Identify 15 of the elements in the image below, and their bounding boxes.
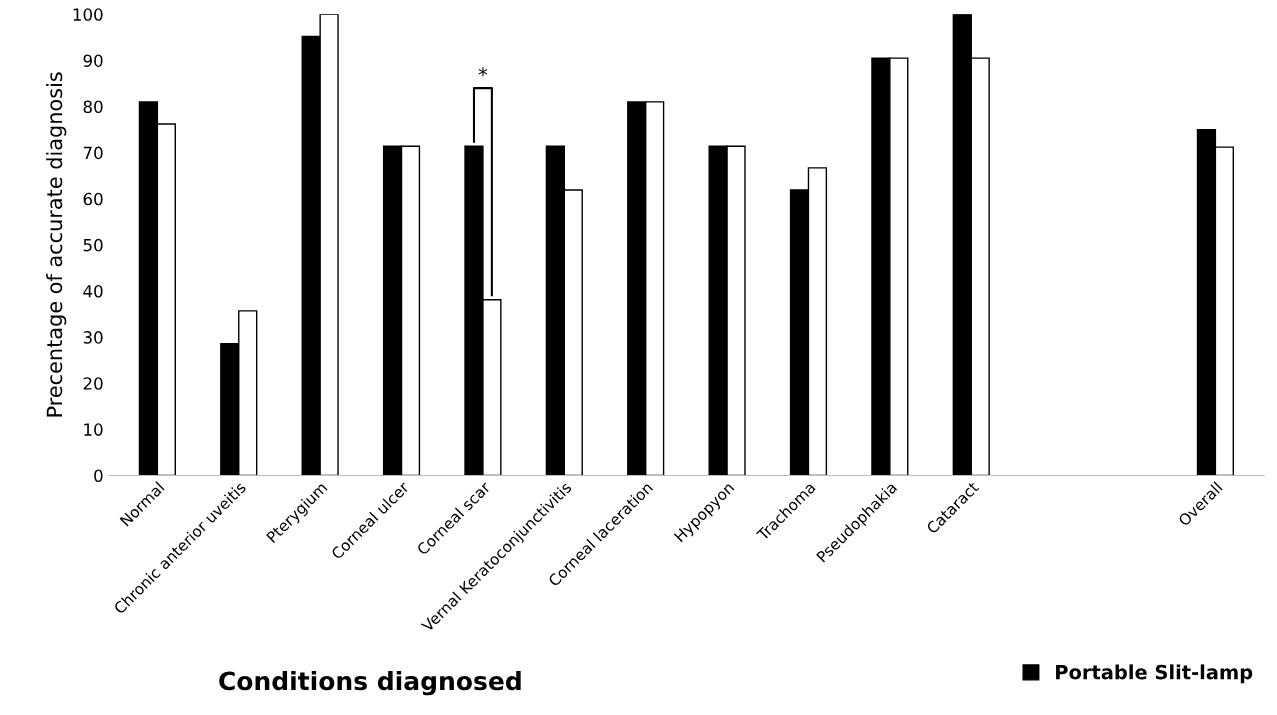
y-tick-label: 80 [83,100,103,114]
x-axis-title: Conditions diagnosed [219,670,521,696]
y-axis-title: Precentage of accurate diagnosis [46,72,67,417]
y-tick-label: 40 [83,284,103,298]
y-tick-label: 50 [83,238,103,252]
y-tick-label: 20 [83,377,103,390]
y-tick-label: 0 [94,469,103,483]
annotation: * [478,67,488,77]
y-tick-label: 70 [83,146,103,160]
y-tick-label: 100 [73,8,103,21]
legend-label: Portable Slit-lamp [1056,664,1253,684]
y-tick-label: 60 [83,192,103,206]
y-tick-label: 30 [83,331,103,344]
y-tick-label: 90 [83,54,103,67]
y-tick-label: 10 [84,423,103,436]
